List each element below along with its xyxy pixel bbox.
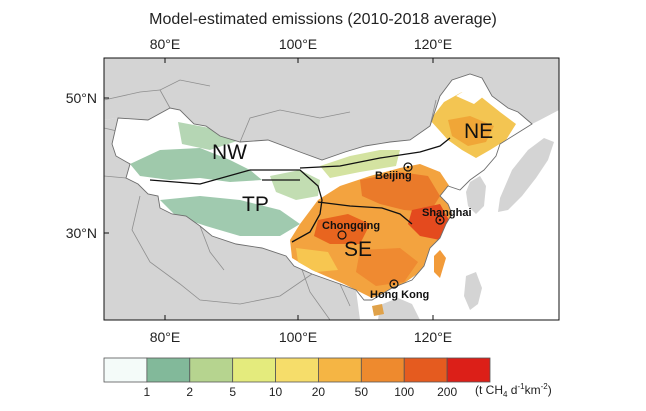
colorbar-swatch-7 [403,357,448,383]
city-markers [337,162,445,289]
colorbar-swatch-1 [146,357,191,383]
lat-label-50: 50°N [66,90,97,106]
colorbar: 1 2 5 10 20 50 100 200 [103,357,491,399]
field-south [356,248,418,286]
land-north [104,58,559,160]
region-boundaries [149,137,451,243]
colorbar-tick-label: 50 [355,385,369,399]
map-body [104,58,559,320]
land-south [378,298,420,320]
city-label-chongqing: Chongqing [322,220,380,232]
field-tp [160,196,300,236]
hainan [372,304,384,316]
colorbar-swatch-2 [189,357,234,383]
region-label-se: SE [344,238,372,261]
city-label-beijing: Beijing [375,170,412,182]
map-frame [103,57,560,321]
city-label-hong-kong: Hong Kong [370,289,429,301]
field-ne-forest [456,86,484,104]
colorbar-swatch-6 [360,357,405,383]
beijing-marker [403,162,413,172]
colorbar-swatch-5 [318,357,362,383]
land-southwest [104,118,360,320]
taiwan [434,250,446,278]
colorbar-tick-label: 5 [229,385,236,399]
colorbar-tick-label: 1 [144,385,151,399]
bottom-lon-label-100: 100°E [279,329,317,345]
region-label-nw: NW [212,141,247,164]
colorbar-unit: (t CH4 d-1km-2) [475,382,552,399]
boundary-nw-tp [149,169,323,243]
top-lon-label-100: 100°E [279,36,317,52]
lat-label-30: 30°N [66,225,97,241]
city-label-shanghai: Shanghai [422,207,472,219]
field-nw [130,148,262,182]
shanghai-marker-dot [438,218,442,222]
colorbar-tick-label: 20 [312,385,326,399]
region-label-tp: TP [242,193,269,216]
colorbar-tick-label: 200 [437,385,457,399]
colorbar-tick-label: 100 [394,385,414,399]
hong-kong-marker [389,279,399,289]
boundary-tp-se [317,201,413,225]
beijing-marker-dot [406,165,410,169]
top-lon-label-80: 80°E [150,36,181,52]
colorbar-swatch-4 [275,357,319,383]
field-sichuan [314,214,370,244]
land-japan [498,138,554,212]
field-north-china-plain [360,172,440,212]
colorbar-tick-label: 2 [186,385,193,399]
land-philippines [464,272,482,310]
colorbar-swatch-8 [446,357,491,383]
colorbar-swatch-3 [232,357,276,383]
map-title: Model-estimated emissions (2010-2018 ave… [149,11,497,28]
shanghai-marker [435,215,445,225]
field-junggar [178,122,240,150]
colorbar-swatch-0 [103,357,148,383]
bottom-lon-label-80: 80°E [150,329,181,345]
field-ne-core [448,116,494,146]
bottom-lon-label-120: 120°E [414,329,452,345]
top-lon-label-120: 120°E [414,36,452,52]
field-inner-mongolia [320,150,400,178]
region-label-ne: NE [464,120,493,143]
colorbar-tick-label: 10 [269,385,283,399]
axis-ticks [104,58,434,320]
field-yunnan [296,248,338,272]
land-korea [466,176,486,214]
chongqing-marker [337,230,347,240]
boundary-nw-se [299,137,451,169]
hong-kong-marker-dot [392,282,396,286]
china-outline [111,73,533,301]
field-yangtze-delta [408,204,450,240]
